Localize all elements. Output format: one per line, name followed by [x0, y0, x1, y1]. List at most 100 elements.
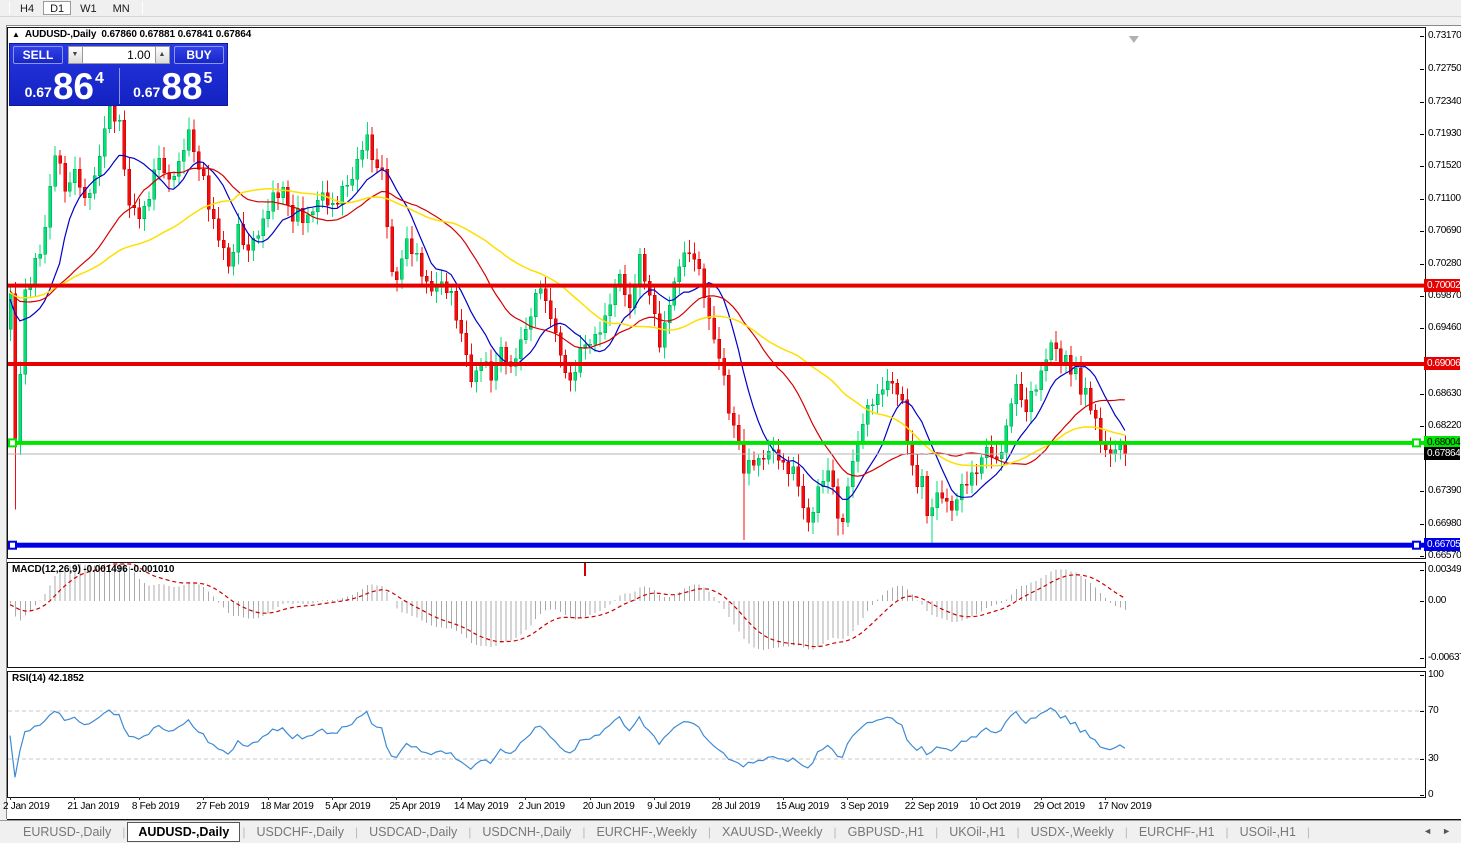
- timeframe-button-mn[interactable]: MN: [112, 3, 130, 15]
- chart-symbol-header: ▲ AUDUSD-,Daily 0.67860 0.67881 0.67841 …: [12, 29, 251, 40]
- price-tick-label: 0.73170: [1428, 30, 1461, 42]
- rsi-tick-dash: [1420, 675, 1424, 676]
- volume-increase-button[interactable]: ▲: [154, 46, 170, 64]
- date-tick: [654, 797, 656, 800]
- symbol-period-label: AUDUSD-,Daily: [24, 29, 97, 40]
- buy-button[interactable]: BUY: [174, 46, 224, 64]
- chart-tab-usdcad[interactable]: USDCAD-,Daily: [369, 825, 458, 839]
- price-tick-label: 0.70280: [1428, 257, 1461, 269]
- chart-tab-usdx[interactable]: USDX-,Weekly: [1030, 825, 1114, 839]
- symbol-tab-bar: EURUSD-,Daily | AUDUSD-,Daily | USDCHF-,Dail…: [0, 820, 1461, 843]
- date-tick: [782, 797, 784, 800]
- chart-tab-audusd[interactable]: AUDUSD-,Daily: [127, 822, 241, 842]
- hline-0.66705[interactable]: [8, 542, 1424, 548]
- hline-handle[interactable]: [8, 438, 17, 448]
- one-click-trading-panel: SELL ▼ ▲ BUY 0.67 86 4 0.67 88 5: [9, 43, 228, 106]
- volume-input[interactable]: [82, 46, 155, 64]
- tab-separator: |: [354, 825, 359, 839]
- chart-shift-marker-icon[interactable]: [1128, 36, 1139, 43]
- date-label: 2 Jun 2019: [518, 801, 565, 812]
- rsi-panel[interactable]: [7, 671, 1426, 798]
- date-label: 2 Jan 2019: [3, 801, 50, 812]
- sell-price-display: 0.67 86 4: [24, 66, 104, 107]
- price-tick-dash: [1420, 199, 1424, 201]
- price-tick-label: 0.71520: [1428, 160, 1461, 172]
- buy-price-display: 0.67 88 5: [133, 66, 213, 107]
- date-tick: [1040, 797, 1042, 800]
- chart-tab-ukoil[interactable]: UKOil-,H1: [949, 825, 1006, 839]
- tab-separator: |: [1306, 825, 1311, 839]
- rsi-tick-dash: [1420, 711, 1424, 712]
- tab-separator: |: [935, 825, 939, 839]
- collapse-trading-panel-icon[interactable]: ▲: [12, 30, 20, 39]
- volume-decrease-button[interactable]: ▼: [67, 46, 83, 64]
- toolbar-separator: [141, 2, 143, 14]
- rsi-label: RSI(14) 42.1852: [12, 673, 84, 684]
- chart-tab-usdcnh[interactable]: USDCNH-,Daily: [482, 825, 572, 839]
- price-tick-dash: [1420, 491, 1424, 493]
- price-tick-dash: [1420, 166, 1424, 168]
- hline-0.69006[interactable]: [8, 362, 1424, 366]
- price-tick-label: 0.70690: [1428, 225, 1461, 237]
- date-label: 3 Sep 2019: [840, 801, 889, 812]
- date-label: 8 Feb 2019: [131, 801, 180, 812]
- price-tick-dash: [1420, 69, 1424, 71]
- rsi-tick-label: 0: [1428, 789, 1434, 800]
- tab-separator: |: [707, 825, 712, 839]
- date-tick: [460, 797, 462, 800]
- price-chart-canvas[interactable]: [8, 28, 1424, 558]
- date-tick: [138, 797, 140, 800]
- chart-tab-eurchf[interactable]: EURCHF-,H1: [1138, 825, 1215, 839]
- timeframe-button-w1[interactable]: W1: [80, 3, 97, 15]
- date-tick: [589, 797, 591, 800]
- date-label: 29 Oct 2019: [1033, 801, 1085, 812]
- date-tick: [10, 797, 11, 800]
- timeframe-button-h4[interactable]: H4: [20, 3, 35, 15]
- chart-window: [6, 25, 1461, 820]
- price-tick-label: 0.66980: [1428, 517, 1461, 529]
- chart-tab-usoil[interactable]: USOil-,H1: [1239, 825, 1296, 839]
- tabs-scroll-left-icon[interactable]: ◄: [1423, 826, 1433, 836]
- price-tick-label: 0.72340: [1428, 95, 1461, 107]
- tab-separator: |: [582, 825, 586, 839]
- hline-0.70002[interactable]: [8, 283, 1424, 288]
- rsi-tick-dash: [1420, 795, 1424, 796]
- macd-tick-dash: [1420, 570, 1424, 571]
- hline-0.68004[interactable]: [8, 440, 1424, 445]
- price-tick-label: 0.71100: [1428, 193, 1461, 205]
- price-tag-0.66705: 0.66705: [1424, 538, 1461, 552]
- chart-tab-gbpusd[interactable]: GBPUSD-,H1: [847, 825, 925, 839]
- hline-handle[interactable]: [8, 540, 17, 550]
- price-tick-label: 0.66570: [1428, 549, 1461, 561]
- macd-canvas: [9, 563, 1126, 650]
- date-tick: [847, 797, 849, 800]
- hline-handle[interactable]: [1412, 438, 1421, 448]
- chart-tab-usdchf[interactable]: USDCHF-,Daily: [256, 825, 344, 839]
- tab-separator: |: [1124, 825, 1128, 839]
- macd-tick-label: 0.00: [1428, 595, 1446, 606]
- price-tick-dash: [1420, 101, 1424, 103]
- tab-separator: |: [122, 825, 126, 839]
- main-chart-panel[interactable]: [7, 27, 1426, 559]
- price-tick-dash: [1420, 523, 1424, 525]
- date-label: 28 Jul 2019: [711, 801, 761, 812]
- date-tick: [1105, 797, 1107, 800]
- sell-button[interactable]: SELL: [13, 46, 63, 64]
- timeframe-button-d1[interactable]: D1: [43, 1, 72, 15]
- date-label: 22 Sep 2019: [904, 801, 959, 812]
- macd-tick-label: -0.00637: [1428, 651, 1461, 663]
- chart-tab-eurusd[interactable]: EURUSD-,Daily: [23, 825, 112, 839]
- moving-average-10: [9, 154, 1126, 501]
- date-label: 5 Apr 2019: [325, 801, 371, 812]
- timeframe-toolbar: H4 D1 W1 MN: [0, 0, 1461, 17]
- rsi-tick-label: 100: [1428, 669, 1444, 680]
- chart-tab-eurchf[interactable]: EURCHF-,Weekly: [596, 825, 697, 839]
- price-tag-0.70002: 0.70002: [1424, 278, 1461, 292]
- date-axis: [7, 799, 1426, 819]
- tab-separator: |: [833, 825, 837, 839]
- price-tick-label: 0.68220: [1428, 419, 1461, 431]
- hline-handle[interactable]: [1412, 540, 1421, 550]
- date-label: 25 Apr 2019: [389, 801, 441, 812]
- tabs-scroll-right-icon[interactable]: ►: [1442, 826, 1451, 836]
- chart-tab-xauusd[interactable]: XAUUSD-,Weekly: [722, 825, 823, 839]
